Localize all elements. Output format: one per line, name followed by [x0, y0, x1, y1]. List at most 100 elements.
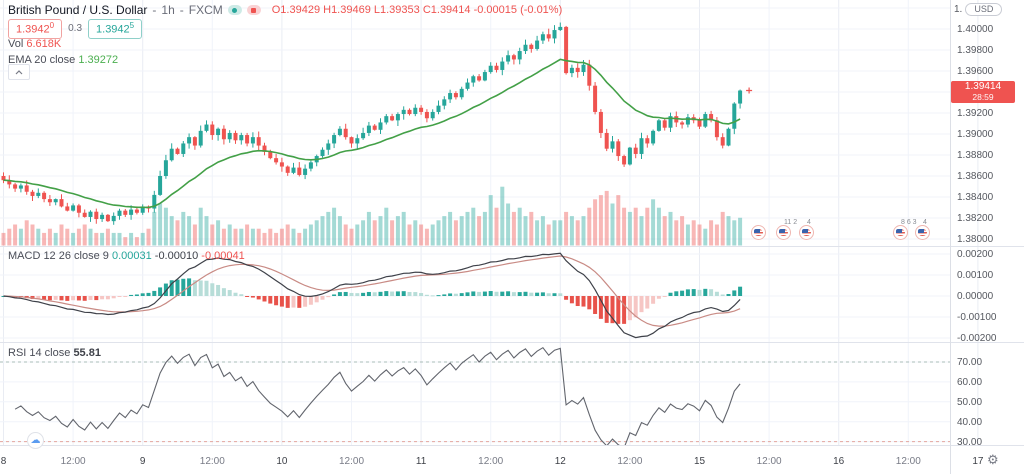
currency-row: 1. USD	[954, 3, 1003, 16]
rsi-label: RSI 14 close	[8, 347, 71, 359]
price-tick-label: 1.39800	[957, 45, 994, 56]
candlestick-series	[1, 22, 753, 225]
economic-event-flag-icon[interactable]	[915, 225, 930, 240]
macd-signal-value: -0.00041	[201, 250, 245, 262]
macd-tick-label: -0.00200	[957, 333, 997, 344]
rsi-tick-label: 30.00	[957, 436, 983, 448]
time-tick-label[interactable]: 12:00	[756, 456, 782, 467]
symbol-title: British Pound / U.S. Dollar	[8, 3, 148, 17]
time-tick-label[interactable]: 8	[0, 456, 7, 467]
sell-price: 1.3942	[16, 23, 50, 36]
time-tick-label[interactable]: 12:00	[478, 456, 504, 467]
time-tick-label[interactable]: 9	[139, 456, 146, 467]
price-scale[interactable]: 1.40000 1.39800 1.39600 1.39200 1.39000 1.388…	[951, 0, 1024, 448]
marker-dot-toggle-icon[interactable]	[227, 5, 242, 15]
rsi-tick-label: 40.00	[957, 416, 983, 428]
collapse-legend-button[interactable]	[8, 64, 30, 80]
macd-hist-value: 0.00031	[111, 250, 152, 262]
time-axis-settings-gear-icon[interactable]: ⚙	[987, 452, 999, 467]
time-tick-label[interactable]: 12:00	[199, 456, 225, 467]
rsi-tick-label: 60.00	[957, 376, 983, 388]
buy-price: 1.3942	[96, 23, 130, 36]
price-tick-label: 1.38800	[957, 150, 994, 161]
time-tick-label[interactable]: 12:00	[617, 456, 643, 467]
price-tick-label: 1.39600	[957, 66, 994, 77]
price-tick-label: 1.38000	[957, 234, 994, 245]
separator-dash: -	[152, 3, 157, 17]
rsi-legend[interactable]: RSI 14 close 55.81	[8, 347, 101, 359]
pane-separator-macd[interactable]	[0, 246, 1024, 247]
macd-tick-label: -0.00100	[957, 312, 997, 323]
economic-event-flag-icon[interactable]	[799, 225, 814, 240]
rsi-tick-label: 70.00	[957, 357, 983, 368]
rsi-tick-label: 50.00	[957, 396, 983, 408]
event-count-label: 11 2	[784, 219, 798, 226]
last-price-marker	[746, 87, 753, 94]
last-price-badge: 1.39414 28:59	[951, 81, 1015, 103]
last-price-value: 1.39414	[964, 81, 1002, 92]
rsi-line	[14, 346, 741, 445]
volume-value: 6.618K	[26, 38, 62, 50]
time-tick-label[interactable]: 16	[833, 456, 845, 467]
macd-line	[3, 252, 741, 339]
time-tick-label[interactable]: 10	[276, 456, 288, 467]
event-count-label: 8 6 3	[901, 219, 917, 226]
time-tick-label[interactable]: 12	[554, 456, 566, 467]
ema-legend[interactable]: EMA 20 close 1.39272	[8, 54, 118, 66]
macd-pane	[1, 252, 743, 339]
ohlc-values: O1.39429 H1.39469 L1.39353 C1.39414 -0.0…	[271, 4, 563, 16]
pane-separator-rsi[interactable]	[0, 342, 1024, 343]
price-tick-label: 1.39200	[957, 108, 994, 119]
exchange-label: FXCM	[188, 3, 223, 17]
time-tick-label[interactable]: 11	[415, 456, 427, 467]
trade-buttons: 1.39420 0.3 1.39425	[8, 19, 143, 39]
ema-value: 1.39272	[78, 54, 119, 66]
macd-label: MACD 12 26 close 9	[8, 250, 109, 262]
separator-dash: -	[179, 3, 184, 17]
buy-price-sup: 5	[129, 21, 135, 30]
bar-countdown: 28:59	[972, 92, 994, 102]
chevron-up-icon	[15, 69, 23, 74]
rsi-pane	[14, 346, 741, 445]
economic-event-flag-icon[interactable]	[776, 225, 791, 240]
event-count-label: 4	[923, 219, 927, 226]
sell-button[interactable]: 1.39420	[8, 19, 63, 39]
time-axis-separator	[0, 445, 1024, 446]
price-tick-label: 1.40000	[957, 24, 994, 35]
volume-label: Vol	[8, 38, 24, 50]
currency-toggle-button[interactable]: USD	[965, 3, 1003, 16]
rsi-value: 55.81	[73, 347, 101, 359]
price-axis-separator	[950, 0, 951, 474]
time-tick-label[interactable]: 12:00	[60, 456, 86, 467]
rsi-cloud-badge-icon[interactable]: ☁	[27, 432, 44, 449]
price-tick-label: 1.38600	[957, 171, 994, 182]
volume-histogram	[1, 186, 743, 246]
macd-tick-label: 0.00000	[957, 291, 994, 302]
macd-tick-label: 0.00200	[957, 249, 994, 260]
macd-tick-label: 0.00100	[957, 270, 994, 281]
time-tick-label[interactable]: 12:00	[895, 456, 921, 467]
spread-value: 0.3	[68, 23, 83, 35]
macd-line-value: -0.00010	[154, 250, 199, 262]
buy-button[interactable]: 1.39425	[88, 19, 143, 39]
time-tick-label[interactable]: 17	[972, 456, 984, 467]
ema-20-line	[3, 58, 741, 209]
time-tick-label[interactable]: 12:00	[338, 456, 365, 467]
ema-label: EMA 20 close	[8, 54, 76, 66]
macd-legend[interactable]: MACD 12 26 close 9 0.00031 -0.00010 -0.0…	[8, 250, 245, 262]
sell-price-sup: 0	[49, 21, 55, 30]
symbol-legend[interactable]: British Pound / U.S. Dollar - 1h - FXCM …	[8, 3, 562, 17]
interval-label: 1h	[161, 3, 175, 17]
volume-legend[interactable]: Vol 6.618K	[8, 38, 61, 50]
economic-event-flag-icon[interactable]	[893, 225, 908, 240]
economic-event-flag-icon[interactable]	[751, 225, 766, 240]
price-tick-label: 1.38400	[957, 192, 994, 203]
price-tick-label: 1.38200	[957, 213, 994, 224]
event-count-label: 4	[807, 219, 811, 226]
top-tick-fragment: 1.	[954, 4, 963, 15]
price-tick-label: 1.39000	[957, 129, 994, 140]
time-tick-label[interactable]: 15	[693, 456, 706, 467]
marker-square-toggle-icon[interactable]	[246, 5, 261, 15]
